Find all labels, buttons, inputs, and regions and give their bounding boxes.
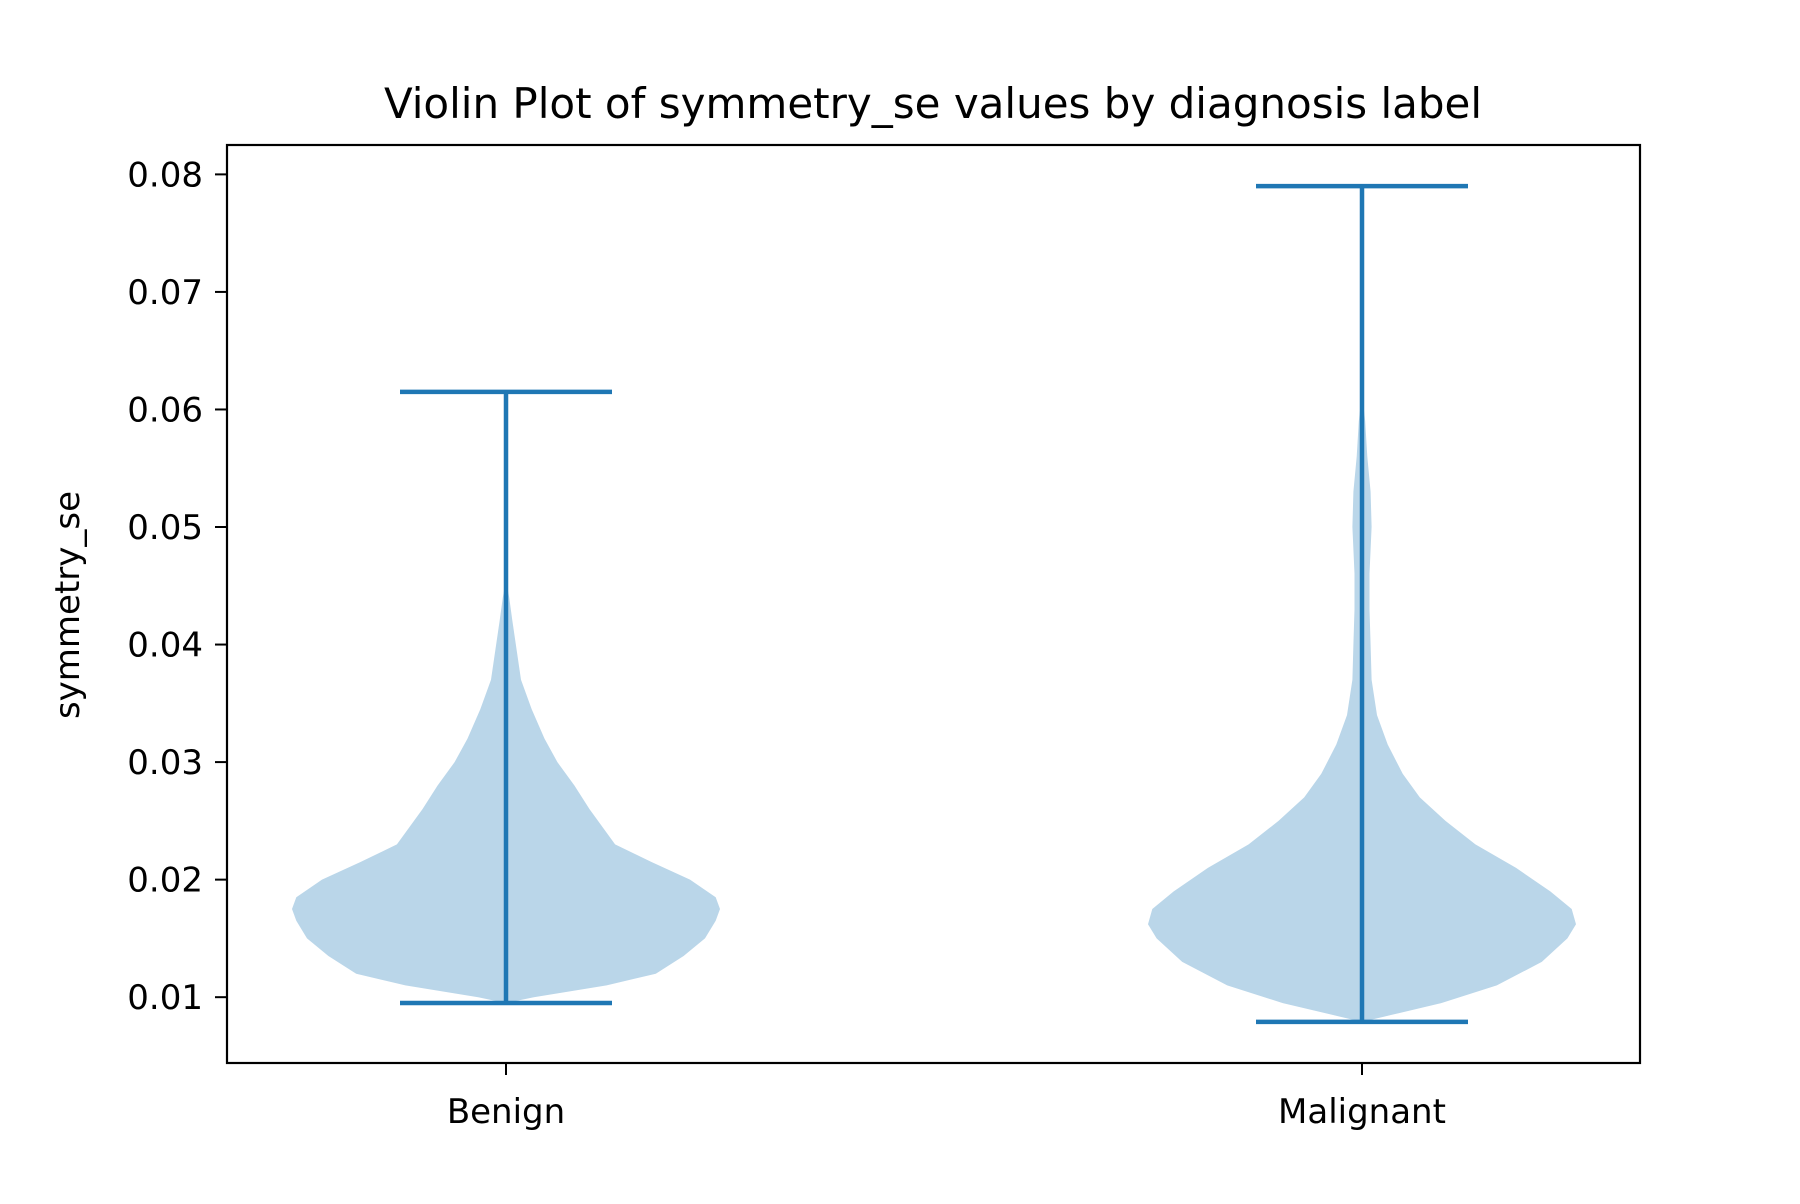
x-tick-label: Benign: [447, 1092, 565, 1132]
chart-title: Violin Plot of symmetry_se values by dia…: [384, 79, 1482, 128]
violin-statistic-lines: [400, 183, 1468, 1025]
y-tick-label: 0.08: [127, 155, 203, 195]
y-tick-label: 0.07: [127, 273, 203, 313]
x-axis: Benign Malignant: [447, 1063, 1446, 1132]
x-tick-label: Malignant: [1278, 1092, 1446, 1132]
y-tick-label: 0.01: [127, 978, 203, 1018]
y-axis: 0.01 0.02 0.03 0.04 0.05 0.06 0.07 0.08: [127, 155, 227, 1018]
y-tick-label: 0.02: [127, 861, 203, 901]
plot-area-frame: [225, 143, 1642, 1065]
y-tick-label: 0.03: [127, 743, 203, 783]
y-tick-label: 0.04: [127, 626, 203, 666]
y-tick-label: 0.05: [127, 508, 203, 548]
violin-bodies: [292, 391, 1576, 1022]
y-axis-label: symmetry_se: [48, 491, 88, 719]
y-tick-label: 0.06: [127, 390, 203, 430]
